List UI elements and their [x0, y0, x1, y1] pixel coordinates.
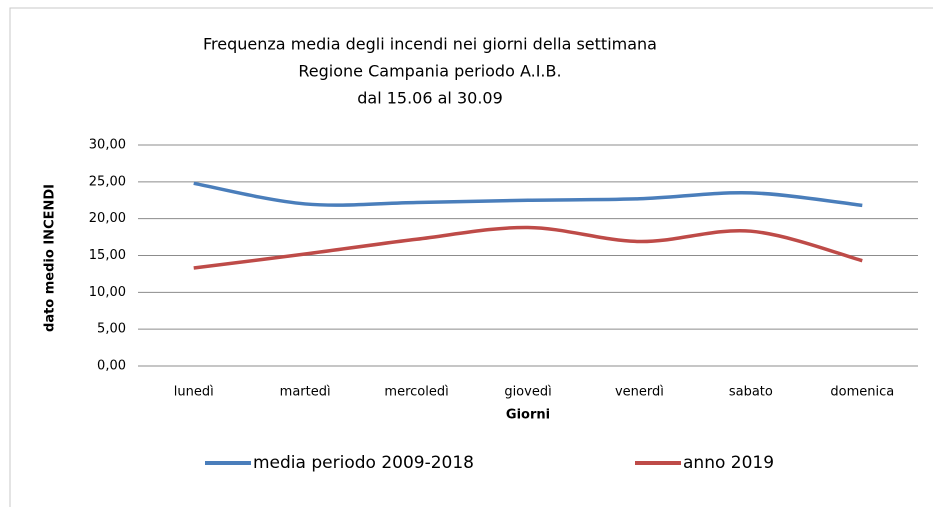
x-tick-label: venerdì — [615, 385, 664, 400]
legend-label: anno 2019 — [683, 453, 774, 473]
y-tick-label: 10,00 — [89, 285, 126, 300]
x-tick-label: sabato — [729, 385, 773, 400]
y-tick-label: 15,00 — [89, 248, 126, 263]
chart-title: Regione Campania periodo A.I.B. — [298, 62, 561, 81]
chart-title: dal 15.06 al 30.09 — [357, 89, 503, 108]
series-line — [193, 181, 863, 208]
y-tick-label: 25,00 — [89, 174, 126, 189]
y-tick-label: 0,00 — [97, 359, 126, 374]
x-tick-label: domenica — [830, 385, 894, 400]
x-tick-label: mercoledì — [384, 385, 448, 400]
y-tick-label: 20,00 — [89, 211, 126, 226]
y-axis-title: dato medio INCENDI — [43, 184, 58, 332]
x-tick-label: lunedì — [174, 385, 214, 400]
y-tick-label: 5,00 — [97, 322, 126, 337]
chart-frame — [9, 7, 933, 507]
series-line — [193, 225, 863, 270]
x-tick-label: giovedì — [504, 385, 551, 400]
x-tick-label: martedì — [280, 385, 331, 400]
x-axis-title: Giorni — [506, 408, 550, 423]
y-tick-label: 30,00 — [89, 138, 126, 153]
legend-label: media periodo 2009-2018 — [253, 453, 474, 473]
chart-title: Frequenza media degli incendi nei giorni… — [203, 35, 657, 54]
